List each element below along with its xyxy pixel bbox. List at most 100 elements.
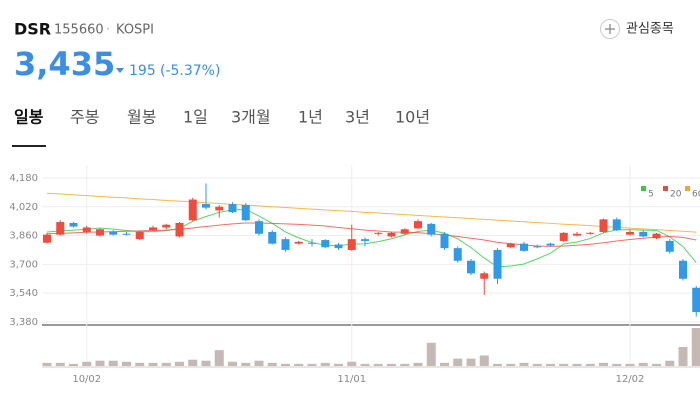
ma-line	[46, 208, 697, 268]
candle-body	[149, 227, 157, 231]
down-arrow	[116, 68, 124, 73]
volume-bar	[228, 361, 237, 366]
volume-bar	[135, 362, 145, 366]
candle-body	[559, 232, 568, 241]
candle-body	[135, 231, 144, 240]
volume-bar	[678, 347, 688, 366]
candle-body	[56, 222, 65, 235]
candle-body	[427, 223, 436, 235]
volume-bar	[466, 358, 476, 366]
volume-bar	[307, 363, 317, 366]
candle-body	[506, 243, 515, 248]
volume-bar	[161, 362, 171, 366]
tab[interactable]: 주봉	[70, 108, 99, 127]
volume-bar	[373, 363, 383, 366]
volume-bar	[95, 360, 105, 366]
volume-bar	[387, 363, 396, 366]
volume-bar	[440, 362, 449, 366]
tab[interactable]: 1년	[298, 108, 323, 127]
volume-bar	[320, 362, 330, 366]
volume-bar	[413, 362, 423, 366]
legend-label: 5	[648, 190, 654, 200]
volume-bar	[546, 363, 555, 366]
volume-bar	[691, 328, 700, 366]
candle-body	[440, 233, 449, 249]
candle-body	[480, 273, 489, 279]
candle-body	[334, 244, 343, 249]
candle-body	[361, 239, 369, 241]
tab[interactable]: 10년	[395, 108, 430, 127]
candle-body	[414, 221, 422, 229]
candle-body	[692, 287, 700, 313]
change-pct: (-5.37%)	[160, 63, 220, 79]
volume-bar	[148, 362, 158, 366]
candle-body	[546, 243, 555, 246]
candle-body	[573, 233, 581, 236]
volume-bar	[585, 363, 595, 366]
plus-icon-cross	[605, 24, 615, 34]
volume-bar	[42, 362, 52, 366]
market: KOSPI	[116, 23, 154, 38]
volume-bar	[82, 361, 92, 366]
volume-bar	[69, 363, 78, 366]
volume-bar	[201, 360, 211, 366]
candle-body	[202, 204, 210, 208]
candle-body	[215, 206, 224, 211]
stock-code: 155660	[54, 23, 104, 38]
volume-bar	[532, 363, 542, 366]
legend-swatch	[641, 186, 646, 191]
legend-label: 20	[670, 190, 682, 200]
tabs: 일봉 주봉 월봉 1일 3개월 1년 3년 10년	[14, 108, 430, 127]
separator: ·	[106, 23, 110, 38]
tab[interactable]: 월봉	[127, 108, 156, 127]
candle-body	[652, 233, 661, 239]
candle-body	[241, 204, 250, 221]
volume-bar	[267, 362, 277, 366]
volume-bar	[638, 362, 648, 366]
candle-body	[467, 260, 475, 274]
ma-line	[46, 192, 697, 233]
y-tick-label: 4,180	[9, 173, 38, 184]
candle-body	[387, 232, 396, 237]
volume-bar	[506, 363, 516, 366]
plus-icon	[600, 19, 620, 39]
volume-bar	[625, 363, 635, 366]
candle-body	[679, 260, 687, 279]
candle-body	[294, 241, 303, 244]
volume-bar	[108, 360, 118, 366]
candle-body	[599, 219, 608, 232]
candle-body	[586, 232, 595, 234]
candle-body	[321, 240, 330, 248]
y-tick-label: 4,020	[9, 202, 38, 213]
candle-body	[175, 222, 184, 237]
y-tick-label: 3,380	[9, 317, 38, 328]
tab[interactable]: 3개월	[231, 108, 271, 127]
volume-bar	[281, 363, 290, 366]
legend-swatch	[685, 186, 690, 191]
change: 195	[129, 63, 156, 79]
volume-bar	[188, 359, 198, 366]
volume-bar	[493, 363, 502, 366]
volume-bar	[254, 360, 264, 366]
tab[interactable]: 1일	[183, 108, 208, 127]
tab[interactable]: 3년	[345, 108, 370, 127]
volume-bar	[479, 355, 489, 366]
candle-body	[612, 219, 621, 231]
y-tick-label: 3,540	[9, 288, 38, 299]
tab[interactable]: 일봉	[14, 108, 44, 127]
candle-body	[228, 204, 237, 213]
volume-bar	[572, 363, 582, 366]
candle-body	[122, 233, 131, 235]
volume-bar	[426, 342, 436, 366]
volume-bar	[519, 362, 529, 366]
stock-name: DSR	[14, 20, 51, 39]
watch-button[interactable]: 관심종목	[600, 19, 674, 39]
volume-bar	[334, 363, 343, 366]
candle-body	[69, 222, 78, 227]
candle-body	[453, 248, 462, 261]
y-tick-label: 3,700	[9, 259, 38, 270]
volume-bar	[122, 361, 131, 366]
volume-bar	[665, 360, 675, 366]
candle-body	[188, 199, 197, 221]
